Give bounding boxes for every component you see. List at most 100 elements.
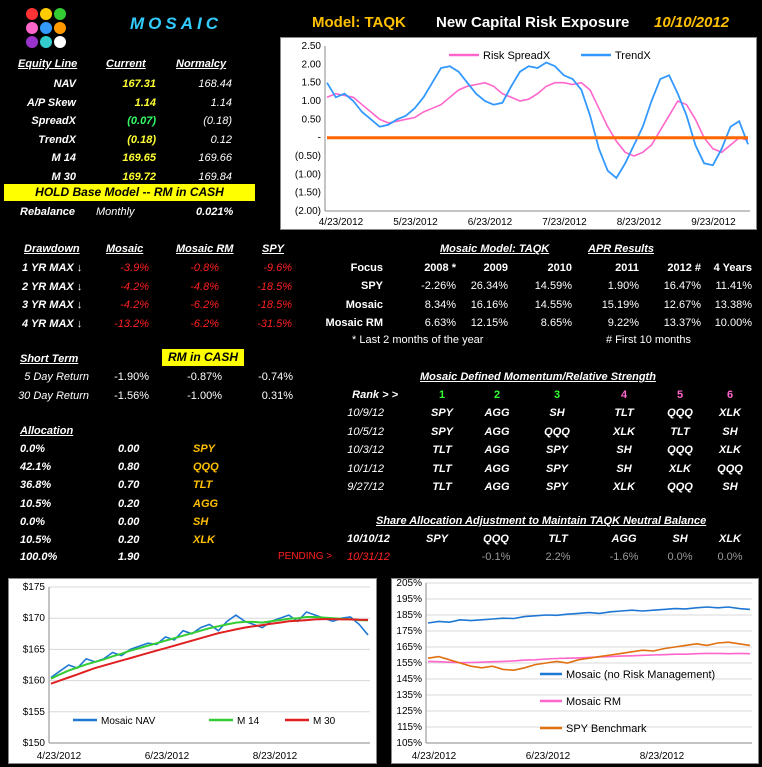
- y-tick-label: 155%: [396, 658, 422, 669]
- drawdown-spy: -31.5%: [257, 317, 292, 330]
- equity-row-current: (0.18): [127, 133, 156, 146]
- y-tick-label: 135%: [396, 690, 422, 701]
- growth-chart-svg: 205% 195% 185% 175% 165% 155% 145% 135% 125% 115%…: [396, 578, 752, 762]
- drawdown-rm-header: Mosaic RM: [176, 243, 234, 255]
- momentum-date: 10/3/12: [347, 444, 384, 456]
- short-term-label: 5 Day Return: [24, 371, 89, 383]
- share-adjust-value: 2.2%: [545, 551, 571, 563]
- y-tick-label: (1.50): [295, 188, 321, 199]
- momentum-ticker: SPY: [545, 462, 568, 475]
- apr-cell: 9.22%: [607, 317, 639, 329]
- apr-col-header: 2011: [615, 262, 639, 274]
- y-tick-label: 0.50: [302, 114, 322, 125]
- y-tick-label: 205%: [396, 579, 422, 589]
- share-adjust-value: -1.6%: [609, 551, 639, 563]
- brand-title: MOSAIC: [130, 14, 222, 33]
- drawdown-rm: -6.2%: [190, 317, 219, 330]
- y-tick-label: (1.00): [295, 169, 321, 180]
- share-adjust-value: -0.1%: [481, 551, 511, 563]
- share-adjust-ticker: TLT: [548, 533, 568, 545]
- short-term-spy: 0.31%: [261, 389, 293, 402]
- logo-dot: [26, 8, 38, 20]
- y-tick-label: $165: [23, 644, 46, 655]
- apr-cell: 10.00%: [714, 317, 752, 329]
- momentum-ticker: QQQ: [544, 425, 570, 438]
- legend-label: Mosaic RM: [566, 696, 621, 708]
- momentum-ticker: TLT: [432, 481, 452, 493]
- short-term-rm: -0.87%: [187, 371, 222, 383]
- logo-dot: [26, 22, 38, 34]
- x-tick-label: 9/23/2012: [691, 217, 736, 228]
- momentum-ticker: TLT: [614, 407, 634, 419]
- apr-cell: 12.67%: [663, 298, 701, 311]
- allocation-percent: 42.1%: [20, 461, 52, 474]
- page-title: New Capital Risk Exposure: [436, 14, 630, 31]
- equity-row-current: 169.65: [122, 152, 156, 164]
- x-tick-label: 6/23/2012: [468, 217, 513, 228]
- rank-number: 2: [493, 389, 501, 401]
- drawdown-mosaic: -3.9%: [120, 262, 149, 274]
- momentum-date: 10/5/12: [347, 425, 384, 438]
- equity-row-current: 167.31: [122, 78, 156, 90]
- apr-cell: 8.34%: [424, 298, 456, 311]
- allocation-percent: 10.5%: [20, 497, 52, 510]
- apr-cell: 13.37%: [663, 317, 701, 329]
- report-date: 10/10/2012: [654, 14, 730, 31]
- y-tick-label: 1.00: [302, 96, 322, 107]
- drawdown-spy: -18.5%: [257, 299, 292, 311]
- y-tick-label: (2.00): [295, 206, 321, 217]
- y-tick-label: 175%: [396, 626, 422, 637]
- y-tick-label: $155: [23, 707, 46, 718]
- allocation-percent: 0.0%: [20, 515, 46, 528]
- apr-title-model: Mosaic Model: TAQK: [440, 243, 550, 255]
- share-adjust-ticker: SPY: [425, 533, 448, 545]
- allocation-ticker: XLK: [193, 534, 215, 546]
- drawdown-rm: -4.8%: [190, 280, 219, 293]
- allocation-ticker: QQQ: [193, 461, 219, 474]
- allocation-ticker: SPY: [193, 443, 216, 455]
- logo-dot: [54, 36, 66, 48]
- allocation-percent: 36.8%: [20, 479, 52, 492]
- y-tick-label: 165%: [396, 642, 422, 653]
- drawdown-spy: -18.5%: [257, 280, 292, 293]
- x-tick-label: 4/23/2012: [319, 217, 364, 228]
- allocation-shares: 0.00: [118, 443, 140, 455]
- drawdown-row-label: 2 YR MAX ↓: [22, 280, 83, 293]
- short-term-mosaic: -1.56%: [114, 389, 149, 402]
- y-tick-label: 195%: [396, 594, 422, 605]
- y-tick-label: $150: [23, 738, 46, 749]
- legend-label: Risk SpreadX: [483, 50, 551, 62]
- allocation-percent: 10.5%: [20, 534, 52, 546]
- momentum-ticker: QQQ: [667, 407, 693, 419]
- y-tick-label: 105%: [396, 738, 422, 749]
- apr-cell: 8.65%: [540, 317, 572, 329]
- momentum-ticker: SPY: [430, 407, 453, 419]
- equity-row-normalcy: 1.14: [210, 96, 232, 109]
- momentum-ticker: XLK: [719, 407, 741, 419]
- y-tick-label: $160: [23, 676, 46, 687]
- equity-row-current: (0.07): [127, 115, 156, 127]
- legend-label: M 30: [313, 716, 336, 727]
- momentum-ticker: SH: [549, 407, 565, 419]
- rebalance-label: Rebalance: [20, 206, 76, 218]
- mosaic-logo: [24, 6, 68, 50]
- drawdown-mosaic: -4.2%: [120, 280, 149, 293]
- apr-title-results: APR Results: [588, 243, 655, 255]
- momentum-ticker: XLK: [669, 462, 691, 475]
- apr-cell: 12.15%: [470, 317, 508, 329]
- y-tick-label: (0.50): [295, 151, 321, 162]
- momentum-ticker: SH: [616, 462, 632, 475]
- x-tick-label: 8/23/2012: [617, 217, 662, 228]
- short-term-header: Short Term: [20, 353, 79, 365]
- risk-trend-svg: 2.50 2.00 1.50 1.00 0.50 - (0.50) (1.00) (1.50) (…: [295, 41, 750, 228]
- momentum-ticker: AGG: [484, 407, 510, 419]
- apr-cell: 15.19%: [601, 298, 639, 311]
- equity-row-normalcy: 0.12: [210, 133, 232, 146]
- allocation-shares: 0.70: [118, 479, 140, 492]
- apr-cell: -2.26%: [421, 280, 456, 292]
- logo-dot: [40, 22, 52, 34]
- momentum-ticker: SPY: [545, 481, 568, 493]
- nav-chart: $175 $170 $165 $160 $155 $150 4/23/2012 6/23/20…: [8, 578, 377, 764]
- drawdown-spy-header: SPY: [262, 243, 285, 255]
- allocation-ticker: AGG: [193, 497, 219, 510]
